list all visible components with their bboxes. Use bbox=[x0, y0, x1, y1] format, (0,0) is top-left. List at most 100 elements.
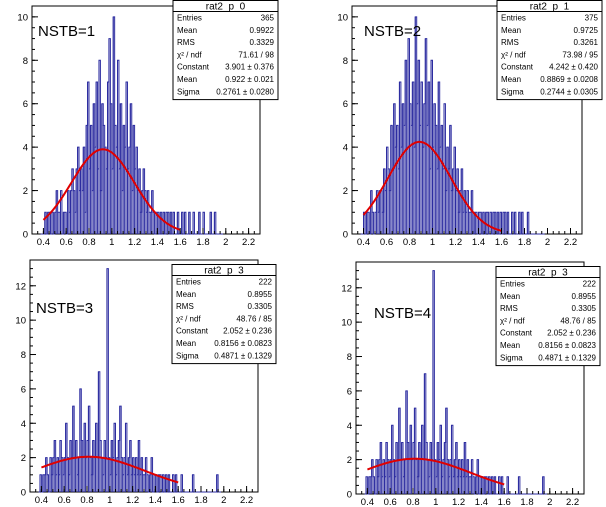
x-tick-label: 1.8 bbox=[196, 237, 209, 248]
x-tick-label: 0.8 bbox=[403, 237, 416, 248]
stats-row-key: χ² / ndf bbox=[177, 50, 202, 59]
stats-row-value: 222 bbox=[259, 278, 273, 287]
stats-row-key: Constant bbox=[176, 327, 209, 336]
stats-row-key: Mean bbox=[176, 290, 196, 299]
x-tick-label: 2 bbox=[223, 237, 228, 248]
panel-label: NSTB=2 bbox=[364, 23, 421, 40]
x-tick-label: 1 bbox=[433, 497, 438, 507]
y-tick-label: 4 bbox=[343, 143, 348, 154]
x-tick-label: 2.2 bbox=[566, 497, 579, 507]
x-tick-label: 1.4 bbox=[472, 237, 485, 248]
y-tick-label: 4 bbox=[21, 419, 26, 430]
y-tick-label: 6 bbox=[347, 386, 352, 397]
panel-label: NSTB=4 bbox=[374, 305, 431, 322]
stats-row-value: 2.052 ± 0.236 bbox=[223, 327, 272, 336]
y-tick-label: 8 bbox=[347, 352, 352, 363]
stats-row-value: 365 bbox=[261, 14, 275, 23]
x-tick-label: 1 bbox=[109, 237, 114, 248]
stats-row-key: Constant bbox=[500, 329, 533, 338]
y-tick-label: 10 bbox=[17, 12, 28, 23]
gaussian-fit-curve bbox=[367, 457, 505, 486]
stats-row-value: 2.052 ± 0.236 bbox=[547, 329, 596, 338]
chart-panel-3: 0.4 0.6 0.8 1 1.2 1.4 1.6 1.8 2 2.2 0 2 4 6 8 10 12 NSTB=… bbox=[15, 259, 277, 506]
stats-row-value: 375 bbox=[585, 14, 599, 23]
gaussian-fit-curve bbox=[362, 140, 502, 232]
stats-row-key: χ² / ndf bbox=[500, 316, 525, 325]
stats-row-value: 0.3329 bbox=[250, 38, 275, 47]
panel-label: NSTB=1 bbox=[38, 23, 95, 40]
x-tick-label: 0.6 bbox=[380, 237, 393, 248]
x-tick-label: 1.2 bbox=[449, 237, 462, 248]
y-tick-label: 0 bbox=[343, 230, 348, 241]
stats-row-value: 0.4871 ± 0.1329 bbox=[538, 353, 596, 362]
y-tick-label: 8 bbox=[343, 56, 348, 67]
x-tick-label: 1 bbox=[107, 495, 112, 506]
stats-box-title: rat2_p_0 bbox=[206, 2, 246, 13]
stats-box-title: rat2_p_3 bbox=[528, 268, 568, 279]
x-tick-label: 1 bbox=[430, 237, 435, 248]
x-tick-label: 0.6 bbox=[58, 495, 71, 506]
x-tick-label: 1.4 bbox=[151, 237, 164, 248]
stats-row-value: 3.901 ± 0.376 bbox=[225, 63, 274, 72]
stats-row-key: Sigma bbox=[500, 353, 523, 362]
y-tick-label: 2 bbox=[23, 186, 28, 197]
stats-row-value: 48.76 / 85 bbox=[560, 316, 596, 325]
x-tick-label: 1.8 bbox=[520, 497, 533, 507]
y-tick-label: 0 bbox=[21, 488, 26, 499]
stats-row-key: Entries bbox=[177, 14, 202, 23]
y-tick-label: 2 bbox=[21, 453, 26, 464]
stats-row-key: χ² / ndf bbox=[501, 50, 526, 59]
y-tick-label: 12 bbox=[341, 283, 352, 294]
stats-row-key: Constant bbox=[501, 63, 534, 72]
stats-row-key: Mean bbox=[177, 26, 197, 35]
stats-row-key: Constant bbox=[177, 63, 210, 72]
stats-row-key: Mean bbox=[177, 75, 197, 84]
stats-row-key: Mean bbox=[176, 339, 196, 348]
stats-row-key: Mean bbox=[501, 75, 521, 84]
x-tick-label: 1.4 bbox=[149, 495, 162, 506]
chart-panel-4: 0.4 0.6 0.8 1 1.2 1.4 1.6 1.8 2 2.2 0 2 4 6 8 10 12 NSTB=… bbox=[341, 261, 601, 507]
y-tick-label: 2 bbox=[343, 186, 348, 197]
gaussian-fit-curve bbox=[42, 148, 181, 231]
stats-row-value: 73.98 / 95 bbox=[562, 50, 598, 59]
y-tick-label: 8 bbox=[21, 350, 26, 361]
stats-row-value: 0.922 ± 0.021 bbox=[225, 75, 274, 84]
stats-row-value: 0.3261 bbox=[574, 38, 599, 47]
stats-row-key: Mean bbox=[500, 341, 520, 350]
histogram-bars bbox=[364, 270, 547, 495]
panel-label: NSTB=3 bbox=[36, 300, 93, 317]
stats-row-key: RMS bbox=[501, 38, 519, 47]
stats-row-value: 0.8156 ± 0.0823 bbox=[214, 339, 272, 348]
x-tick-label: 2.2 bbox=[240, 495, 253, 506]
stats-row-value: 0.8955 bbox=[572, 292, 597, 301]
stats-row-value: 0.8156 ± 0.0823 bbox=[538, 341, 596, 350]
y-tick-label: 10 bbox=[341, 318, 352, 329]
x-tick-label: 0.4 bbox=[361, 497, 374, 507]
x-tick-label: 1.8 bbox=[518, 237, 531, 248]
stats-row-key: RMS bbox=[176, 302, 194, 311]
x-tick-label: 0.4 bbox=[37, 237, 50, 248]
stats-row-key: Sigma bbox=[177, 87, 200, 96]
stats-row-value: 0.2744 ± 0.0305 bbox=[540, 87, 598, 96]
stats-row-key: RMS bbox=[177, 38, 195, 47]
x-tick-label: 0.8 bbox=[80, 495, 93, 506]
y-tick-label: 2 bbox=[347, 455, 352, 466]
stats-row-key: χ² / ndf bbox=[176, 314, 201, 323]
x-tick-label: 1.6 bbox=[174, 237, 187, 248]
stats-row-value: 4.242 ± 0.420 bbox=[549, 63, 598, 72]
stats-row-value: 0.3305 bbox=[572, 304, 597, 313]
stats-box-frame bbox=[172, 0, 279, 101]
stats-row-key: RMS bbox=[500, 304, 518, 313]
chart-panel-1: 0.4 0.6 0.8 1 1.2 1.4 1.6 1.8 2 2.2 0 2 4 6 8 10 NSTB=1 r… bbox=[17, 0, 279, 248]
x-tick-label: 0.6 bbox=[384, 497, 397, 507]
y-tick-label: 0 bbox=[23, 230, 28, 241]
stats-row-key: Entries bbox=[500, 280, 525, 289]
x-tick-label: 1.6 bbox=[498, 497, 511, 507]
stats-row-value: 0.2761 ± 0.0280 bbox=[216, 87, 274, 96]
x-tick-label: 1.2 bbox=[128, 237, 141, 248]
x-tick-label: 2 bbox=[221, 495, 226, 506]
stats-row-value: 48.76 / 85 bbox=[236, 314, 272, 323]
x-tick-label: 1.2 bbox=[126, 495, 139, 506]
stats-box-title: rat2_p_1 bbox=[530, 2, 570, 13]
